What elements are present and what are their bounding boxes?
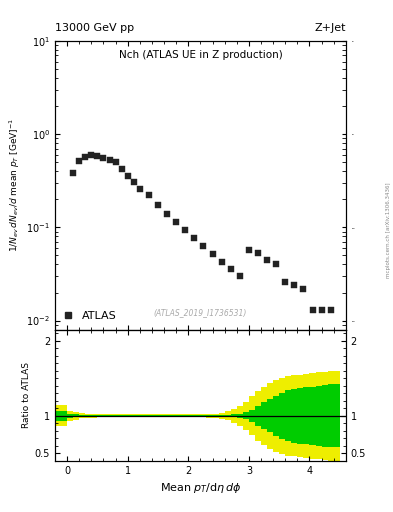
Y-axis label: $1/N_{ev}\,dN_{ev}/d$ mean $p_T$ [GeV]$^{-1}$: $1/N_{ev}\,dN_{ev}/d$ mean $p_T$ [GeV]$^… (8, 118, 22, 252)
Legend: ATLAS: ATLAS (61, 307, 120, 324)
X-axis label: Mean $p_T$/d$\eta\,d\phi$: Mean $p_T$/d$\eta\,d\phi$ (160, 481, 241, 495)
Text: Z+Jet: Z+Jet (314, 23, 346, 33)
Text: (ATLAS_2019_I1736531): (ATLAS_2019_I1736531) (154, 308, 247, 317)
Text: Nch (ATLAS UE in Z production): Nch (ATLAS UE in Z production) (119, 50, 282, 59)
Text: 13000 GeV pp: 13000 GeV pp (55, 23, 134, 33)
Text: mcplots.cern.ch [arXiv:1306.3436]: mcplots.cern.ch [arXiv:1306.3436] (386, 183, 391, 278)
Y-axis label: Ratio to ATLAS: Ratio to ATLAS (22, 362, 31, 428)
